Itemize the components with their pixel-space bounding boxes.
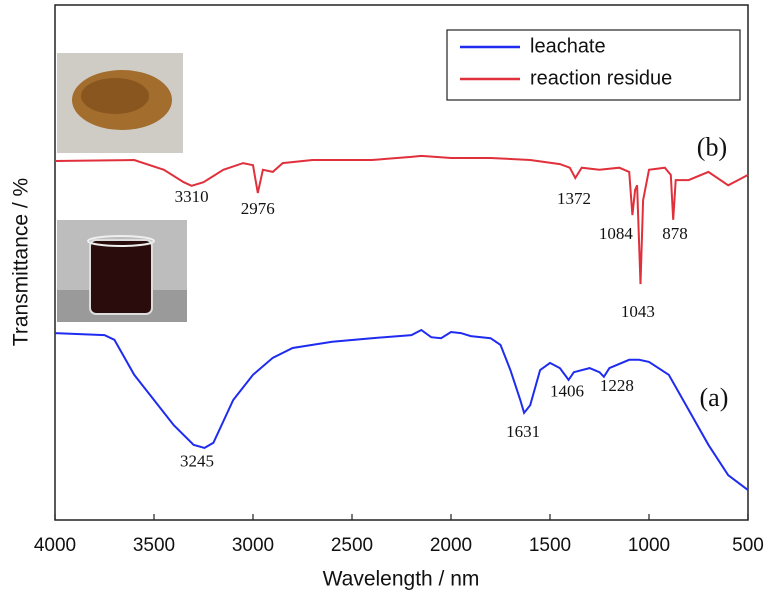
x-tick-label: 500 xyxy=(732,535,764,556)
x-tick-label: 4000 xyxy=(34,535,76,556)
legend xyxy=(446,29,741,101)
annotation: 3245 xyxy=(180,452,214,471)
x-tick-label: 2000 xyxy=(430,535,472,556)
annotation: 2976 xyxy=(241,199,275,218)
annotation: 3310 xyxy=(175,187,209,206)
annotation: 1043 xyxy=(621,302,655,321)
legend-label: leachate xyxy=(530,35,606,57)
x-tick-label: 3000 xyxy=(232,535,274,556)
x-tick-label: 2500 xyxy=(331,535,373,556)
annotation: 1228 xyxy=(600,376,634,395)
annotation: 1406 xyxy=(550,382,584,401)
annotation: 1372 xyxy=(557,189,591,208)
x-tick-label: 1500 xyxy=(529,535,571,556)
annotation: 878 xyxy=(662,224,688,243)
y-axis-label: Transmittance / % xyxy=(10,178,33,346)
annotation: 1631 xyxy=(506,422,540,441)
plot-frame xyxy=(54,4,749,521)
line-series xyxy=(54,328,749,491)
legend-label: reaction residue xyxy=(530,67,672,89)
annotation: (b) xyxy=(697,133,727,162)
x-tick-label: 1000 xyxy=(628,535,670,556)
annotation: (a) xyxy=(700,383,729,412)
x-axis-label: Wavelength / nm xyxy=(323,568,480,591)
line-series xyxy=(54,154,749,285)
annotation: 1084 xyxy=(599,224,634,243)
inset-photo-leachate xyxy=(57,220,187,322)
x-tick-label: 3500 xyxy=(133,535,175,556)
inset-photo-residue xyxy=(57,53,183,153)
